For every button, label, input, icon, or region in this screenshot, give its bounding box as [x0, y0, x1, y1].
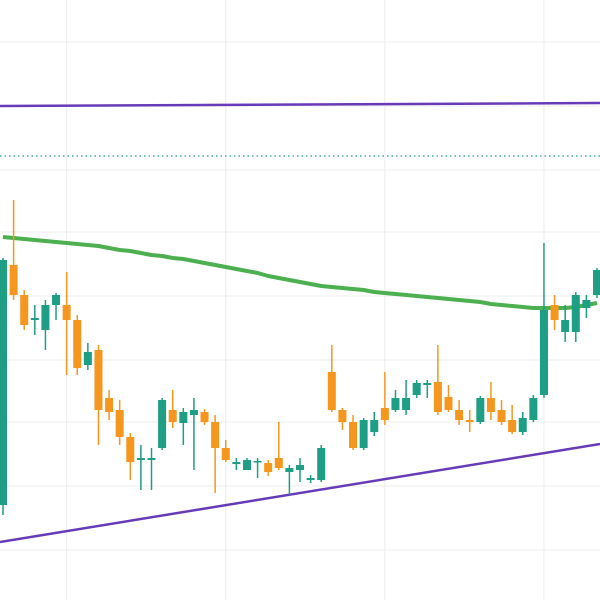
candle-body	[0, 260, 7, 505]
candle-body	[317, 448, 326, 480]
candle-body	[465, 420, 474, 422]
candle-body	[41, 305, 50, 330]
candle-body	[30, 318, 39, 320]
candle-body	[370, 420, 379, 432]
candle-body	[593, 270, 600, 295]
candle-body	[242, 460, 251, 470]
candle-body	[508, 420, 517, 432]
candle-body	[189, 410, 198, 415]
candle-body	[73, 320, 82, 368]
candle-body	[561, 320, 570, 332]
candle-body	[539, 310, 548, 395]
candle-body	[518, 418, 527, 432]
candle-body	[20, 295, 29, 325]
candle-body	[412, 383, 421, 395]
candle-body	[94, 350, 103, 410]
candle-body	[444, 397, 453, 410]
candle-body	[550, 305, 559, 320]
candle-body	[115, 410, 124, 437]
candle-body	[200, 412, 209, 422]
candle-body	[62, 305, 71, 320]
candle-body	[285, 468, 294, 472]
candle-body	[423, 383, 432, 385]
candle-body	[52, 295, 61, 305]
candle-body	[380, 408, 389, 420]
candle-body	[306, 478, 315, 480]
candle-body	[211, 422, 220, 448]
candle-body	[497, 410, 506, 422]
candle-body	[126, 437, 135, 462]
candle-body	[476, 398, 485, 422]
candle-body	[168, 410, 177, 422]
candle-body	[158, 400, 167, 448]
candle-body	[9, 265, 18, 295]
candle-body	[402, 398, 411, 410]
candle-body	[264, 463, 273, 472]
candle-body	[486, 398, 495, 412]
candle-body	[338, 410, 347, 422]
candle-body	[83, 352, 92, 365]
candle-body	[582, 300, 591, 308]
candle-body	[433, 382, 442, 412]
candle-body	[136, 458, 145, 460]
trend-line	[0, 442, 600, 544]
candle-body	[274, 458, 283, 468]
candle-body	[179, 412, 188, 423]
candle-body	[232, 462, 241, 464]
moving-average-line	[2, 235, 598, 310]
candle-body	[455, 410, 464, 420]
candle-body	[571, 295, 580, 332]
candle-body	[221, 448, 230, 460]
trend-line	[0, 101, 600, 108]
candle-body	[349, 422, 358, 448]
candle-body	[296, 465, 304, 470]
candle-body	[529, 398, 538, 420]
candle-body	[327, 372, 336, 410]
candle-body	[359, 420, 368, 448]
candle-body	[391, 398, 400, 410]
candle-body	[147, 458, 156, 460]
candle-body	[105, 398, 114, 412]
candle-body	[253, 461, 262, 463]
